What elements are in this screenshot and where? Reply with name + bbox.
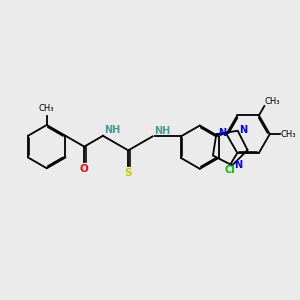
Text: N: N: [218, 128, 226, 139]
Text: CH₃: CH₃: [280, 130, 296, 139]
Text: N: N: [239, 125, 247, 135]
Text: N: N: [234, 160, 242, 170]
Text: NH: NH: [154, 126, 170, 136]
Text: Cl: Cl: [225, 165, 236, 175]
Text: O: O: [80, 164, 88, 174]
Text: NH: NH: [104, 125, 121, 135]
Text: S: S: [124, 168, 132, 178]
Text: CH₃: CH₃: [265, 97, 280, 106]
Text: CH₃: CH₃: [39, 104, 55, 113]
